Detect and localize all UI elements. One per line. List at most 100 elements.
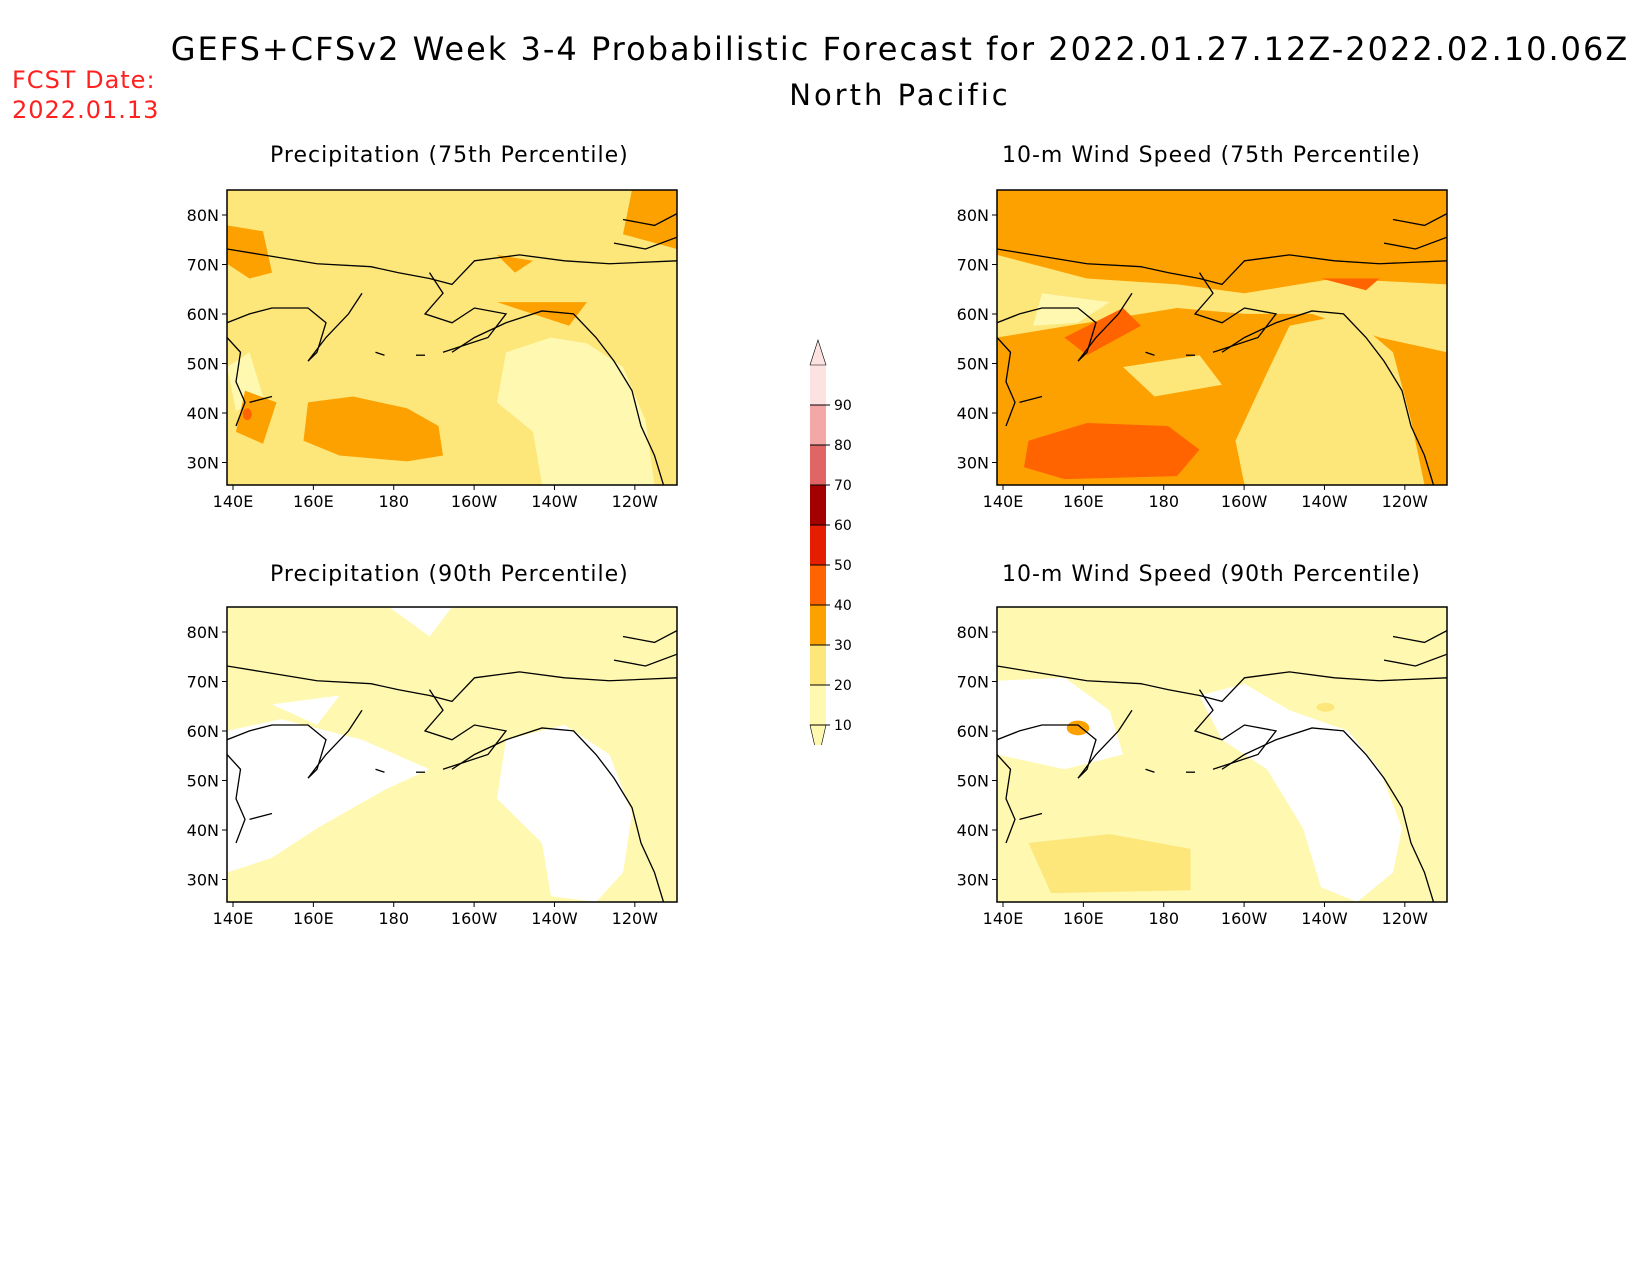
lat-tick-label: 30N xyxy=(957,871,989,890)
fcst-date-label: FCST Date: xyxy=(12,66,156,94)
siberia-alaska-north-coast xyxy=(227,665,677,703)
colorbar-tick-label: 30 xyxy=(834,638,852,654)
alaska-bc-coast xyxy=(451,727,665,902)
panel-title-wind-75: 10-m Wind Speed (75th Percentile) xyxy=(1002,143,1421,168)
colorbar-segment xyxy=(810,485,826,525)
shading-orange-japan xyxy=(236,390,277,444)
siberia-alaska-north-coast xyxy=(227,248,677,286)
map-precip-75: 140E 160E 180 160W 140W 120W 80N 70N 60N 50N 40N 30… xyxy=(187,189,678,511)
colorbar-top-tip xyxy=(809,339,827,366)
bering-coast xyxy=(423,272,508,353)
shading-yellow-central xyxy=(1028,834,1191,894)
lat-tick-label: 30N xyxy=(957,454,989,473)
shading-orange-gulf xyxy=(497,302,587,326)
arctic-islands-a xyxy=(1392,213,1447,227)
colorbar-tick-label: 60 xyxy=(834,518,852,534)
lon-tick-label: 160E xyxy=(293,909,334,928)
kamchatka-coast xyxy=(227,292,363,362)
arctic-islands-a xyxy=(622,213,677,227)
kuril-line xyxy=(1019,395,1043,404)
main-title: GEFS+CFSv2 Week 3-4 Probabilistic Foreca… xyxy=(170,30,1630,68)
shading-yellow-ne-pacific xyxy=(1235,313,1425,485)
shading-red-central xyxy=(1024,423,1200,480)
lon-tick-label: 160E xyxy=(293,492,334,511)
map-frame xyxy=(996,189,1448,486)
shading-orange-central xyxy=(303,396,443,462)
lat-tick-label: 60N xyxy=(187,722,219,741)
colorbar-bottom-tip xyxy=(809,724,827,745)
japan-coast xyxy=(997,754,1016,844)
lat-tick-label: 70N xyxy=(957,256,989,275)
colorbar-segment xyxy=(810,365,826,405)
map-precip-90: 140E 160E 180 160W 140W 120W 80N 70N 60N 50N 40N 30… xyxy=(187,606,678,928)
siberia-alaska-north-coast xyxy=(997,665,1447,703)
shading-yellow-spot xyxy=(1316,702,1335,712)
lon-tick-label: 140E xyxy=(213,909,254,928)
bering-coast xyxy=(1193,689,1278,770)
lon-tick-label: 180 xyxy=(1148,909,1179,928)
lat-tick-label: 70N xyxy=(187,256,219,275)
shading-red-spot xyxy=(242,408,252,421)
shading-orange-ne xyxy=(623,190,677,249)
bering-coast xyxy=(1193,272,1278,353)
aleutian-a xyxy=(1145,768,1155,773)
lat-tick-label: 40N xyxy=(957,404,989,423)
colorbar-segment xyxy=(810,605,826,645)
lat-tick-label: 70N xyxy=(187,673,219,692)
kamchatka-coast xyxy=(227,709,363,779)
lat-tick-label: 50N xyxy=(187,355,219,374)
lon-tick-label: 140W xyxy=(531,492,578,511)
alaska-bc-coast xyxy=(1221,310,1435,485)
map-frame xyxy=(996,606,1448,903)
colorbar-segment xyxy=(810,525,826,565)
colorbar-tick-label: 90 xyxy=(834,398,852,414)
lat-tick-label: 80N xyxy=(187,623,219,642)
kamchatka-coast xyxy=(997,709,1133,779)
alaska-bc-coast xyxy=(451,310,665,485)
lat-tick-label: 50N xyxy=(957,772,989,791)
lat-tick-label: 60N xyxy=(187,305,219,324)
colorbar-legend: 10 20 30 40 50 60 70 80 90 xyxy=(809,339,852,745)
lon-tick-label: 160W xyxy=(1221,492,1268,511)
lon-tick-label: 140E xyxy=(983,909,1024,928)
lat-tick-label: 70N xyxy=(957,673,989,692)
panel-title-wind-90: 10-m Wind Speed (90th Percentile) xyxy=(1002,562,1421,587)
lon-tick-label: 180 xyxy=(378,492,409,511)
arctic-islands-b xyxy=(1383,236,1447,250)
map-wind-90: 140E 160E 180 160W 140W 120W 80N 70N 60N 50N 40N 30… xyxy=(957,606,1448,928)
lon-tick-label: 140E xyxy=(213,492,254,511)
japan-coast xyxy=(227,754,246,844)
map-frame xyxy=(226,606,678,903)
lat-tick-label: 60N xyxy=(957,722,989,741)
lat-tick-label: 40N xyxy=(187,404,219,423)
lon-tick-label: 140W xyxy=(531,909,578,928)
colorbar-tick-label: 70 xyxy=(834,478,852,494)
shading-yellow-mid xyxy=(1123,355,1222,397)
lon-tick-label: 160W xyxy=(1221,909,1268,928)
arctic-islands-b xyxy=(613,236,677,250)
lon-tick-label: 120W xyxy=(612,909,659,928)
colorbar-tick-label: 40 xyxy=(834,598,852,614)
colorbar-tick-label: 20 xyxy=(834,678,852,694)
lon-tick-label: 160E xyxy=(1063,909,1104,928)
panel-title-precip-90: Precipitation (90th Percentile) xyxy=(270,562,629,587)
map-frame xyxy=(226,189,678,486)
lon-tick-label: 160W xyxy=(451,909,498,928)
shading-orange-north xyxy=(997,190,1447,249)
lon-tick-label: 120W xyxy=(1382,492,1429,511)
shading-orange-spot xyxy=(1066,720,1090,736)
fcst-date-value: 2022.01.13 xyxy=(12,96,160,124)
shading-orange-nw xyxy=(227,225,272,279)
lon-tick-label: 140W xyxy=(1301,492,1348,511)
lon-tick-label: 160E xyxy=(1063,492,1104,511)
lat-tick-label: 40N xyxy=(957,821,989,840)
shading-white-west xyxy=(997,677,1123,770)
subtitle: North Pacific xyxy=(789,78,1011,112)
lon-tick-label: 180 xyxy=(1148,492,1179,511)
lon-tick-label: 140E xyxy=(983,492,1024,511)
shading-white-west xyxy=(227,719,430,873)
lon-tick-label: 140W xyxy=(1301,909,1348,928)
shading-white-bering xyxy=(272,695,340,725)
shading-light-ne-pacific xyxy=(497,337,655,485)
lat-tick-label: 80N xyxy=(957,623,989,642)
